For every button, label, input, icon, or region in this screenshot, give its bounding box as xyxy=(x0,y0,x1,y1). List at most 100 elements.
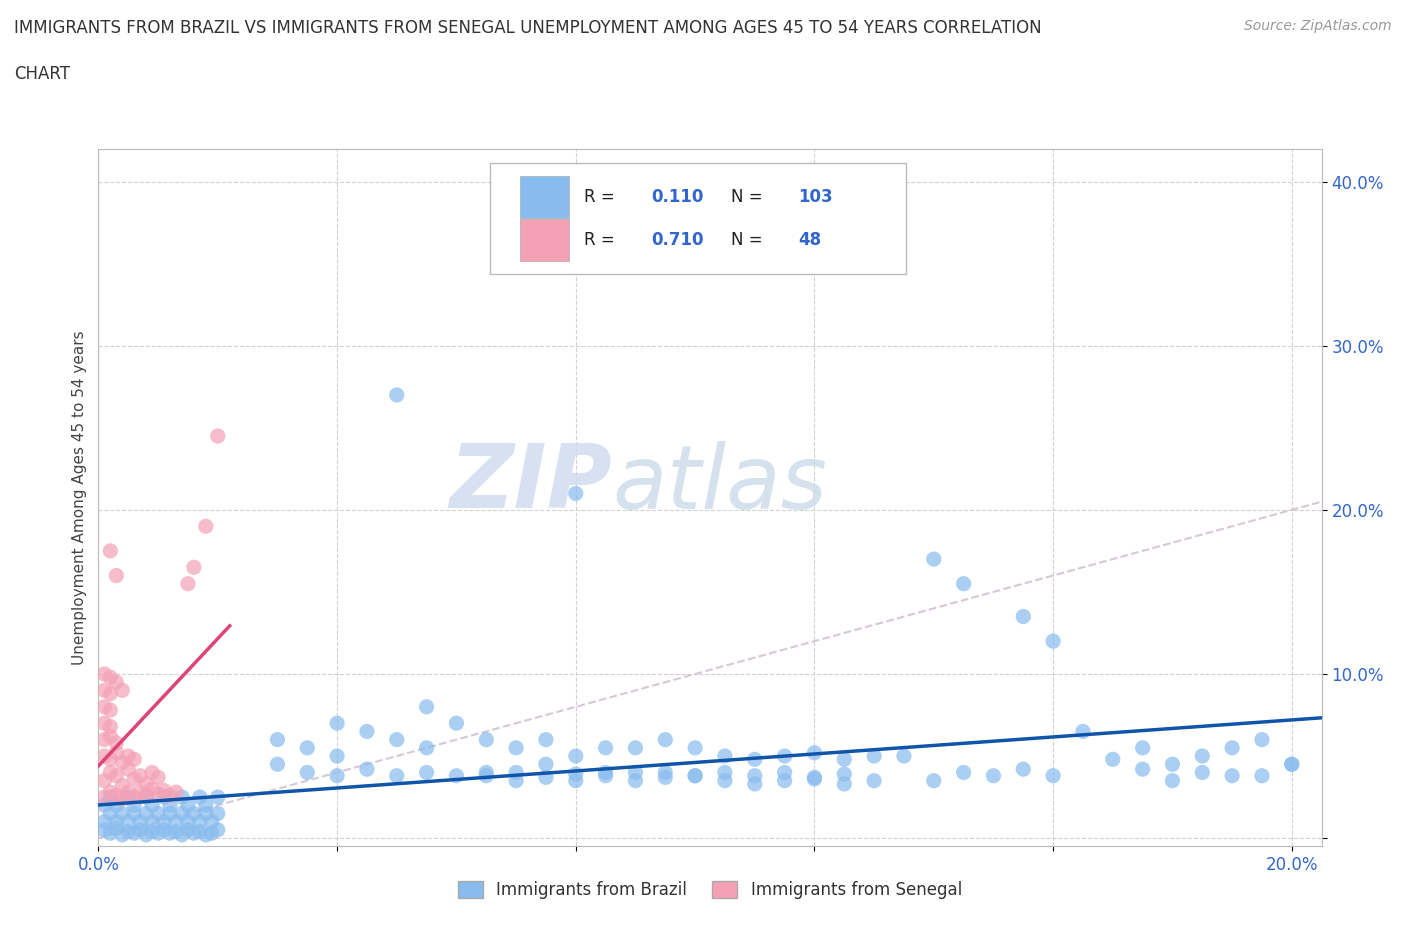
Point xyxy=(105,568,128,583)
Point xyxy=(177,822,200,837)
Point xyxy=(744,751,766,766)
Point xyxy=(565,486,588,501)
Point xyxy=(385,388,408,403)
Point xyxy=(1220,740,1243,755)
Point xyxy=(159,826,181,841)
Point xyxy=(146,806,169,821)
Point xyxy=(117,815,139,830)
Point xyxy=(654,765,676,780)
Text: ZIP: ZIP xyxy=(450,440,612,527)
Point xyxy=(105,815,128,830)
Point xyxy=(624,740,647,755)
FancyBboxPatch shape xyxy=(489,163,905,274)
Point xyxy=(105,675,128,690)
Point xyxy=(207,806,229,821)
Point xyxy=(111,683,134,698)
Point xyxy=(683,768,706,783)
Point xyxy=(654,732,676,747)
Point xyxy=(505,773,527,788)
Point xyxy=(122,826,145,841)
Point xyxy=(194,806,217,821)
Point xyxy=(177,815,200,830)
Point xyxy=(129,822,152,837)
Text: Source: ZipAtlas.com: Source: ZipAtlas.com xyxy=(1244,19,1392,33)
Point xyxy=(93,716,115,731)
Point xyxy=(194,798,217,813)
Point xyxy=(475,765,498,780)
Point xyxy=(1012,762,1035,777)
Point xyxy=(111,755,134,770)
Point xyxy=(111,806,134,821)
Point xyxy=(98,790,121,804)
Point xyxy=(188,824,211,839)
Point xyxy=(1191,765,1213,780)
Point xyxy=(832,751,855,766)
Point xyxy=(683,768,706,783)
Point xyxy=(1220,768,1243,783)
Text: N =: N = xyxy=(731,188,768,206)
Point xyxy=(159,788,181,803)
Point xyxy=(165,815,187,830)
Point xyxy=(326,716,349,731)
Point xyxy=(1251,768,1274,783)
Point xyxy=(1132,762,1154,777)
Point xyxy=(153,783,176,798)
Point xyxy=(385,768,408,783)
Point xyxy=(122,751,145,766)
Point xyxy=(117,749,139,764)
Point xyxy=(146,826,169,841)
Point xyxy=(1281,757,1303,772)
Point xyxy=(207,790,229,804)
Point xyxy=(111,778,134,793)
Point xyxy=(93,773,115,788)
Point xyxy=(129,785,152,800)
Point xyxy=(952,577,974,591)
Point xyxy=(714,765,737,780)
Point xyxy=(141,798,163,813)
Point xyxy=(98,765,121,780)
Point xyxy=(565,773,588,788)
Point xyxy=(135,788,157,803)
Point xyxy=(1042,768,1064,783)
Text: R =: R = xyxy=(583,188,620,206)
Point xyxy=(93,699,115,714)
FancyBboxPatch shape xyxy=(520,219,569,261)
Point xyxy=(98,543,121,558)
Point xyxy=(803,772,825,787)
Point xyxy=(105,768,128,783)
Text: 0.710: 0.710 xyxy=(651,231,704,249)
Point xyxy=(624,773,647,788)
Point xyxy=(98,670,121,684)
Point xyxy=(773,749,796,764)
Point xyxy=(98,806,121,821)
Point xyxy=(194,828,217,843)
Point xyxy=(117,824,139,839)
Point xyxy=(141,815,163,830)
Point xyxy=(111,828,134,843)
Point xyxy=(159,798,181,813)
Point xyxy=(201,815,224,830)
Point xyxy=(297,740,319,755)
Point xyxy=(326,749,349,764)
Point xyxy=(714,749,737,764)
Point xyxy=(534,770,557,785)
Point xyxy=(93,667,115,682)
Text: R =: R = xyxy=(583,231,620,249)
Point xyxy=(117,762,139,777)
Point xyxy=(744,768,766,783)
Point xyxy=(326,768,349,783)
Point xyxy=(207,822,229,837)
Point xyxy=(595,765,617,780)
Point xyxy=(744,777,766,791)
Point xyxy=(1281,757,1303,772)
Point xyxy=(385,732,408,747)
Point xyxy=(93,798,115,813)
Point xyxy=(446,768,468,783)
Point xyxy=(773,773,796,788)
Point xyxy=(111,791,134,806)
Point xyxy=(983,768,1005,783)
Point xyxy=(129,768,152,783)
Point xyxy=(266,757,288,772)
Point xyxy=(534,732,557,747)
Point xyxy=(1191,749,1213,764)
